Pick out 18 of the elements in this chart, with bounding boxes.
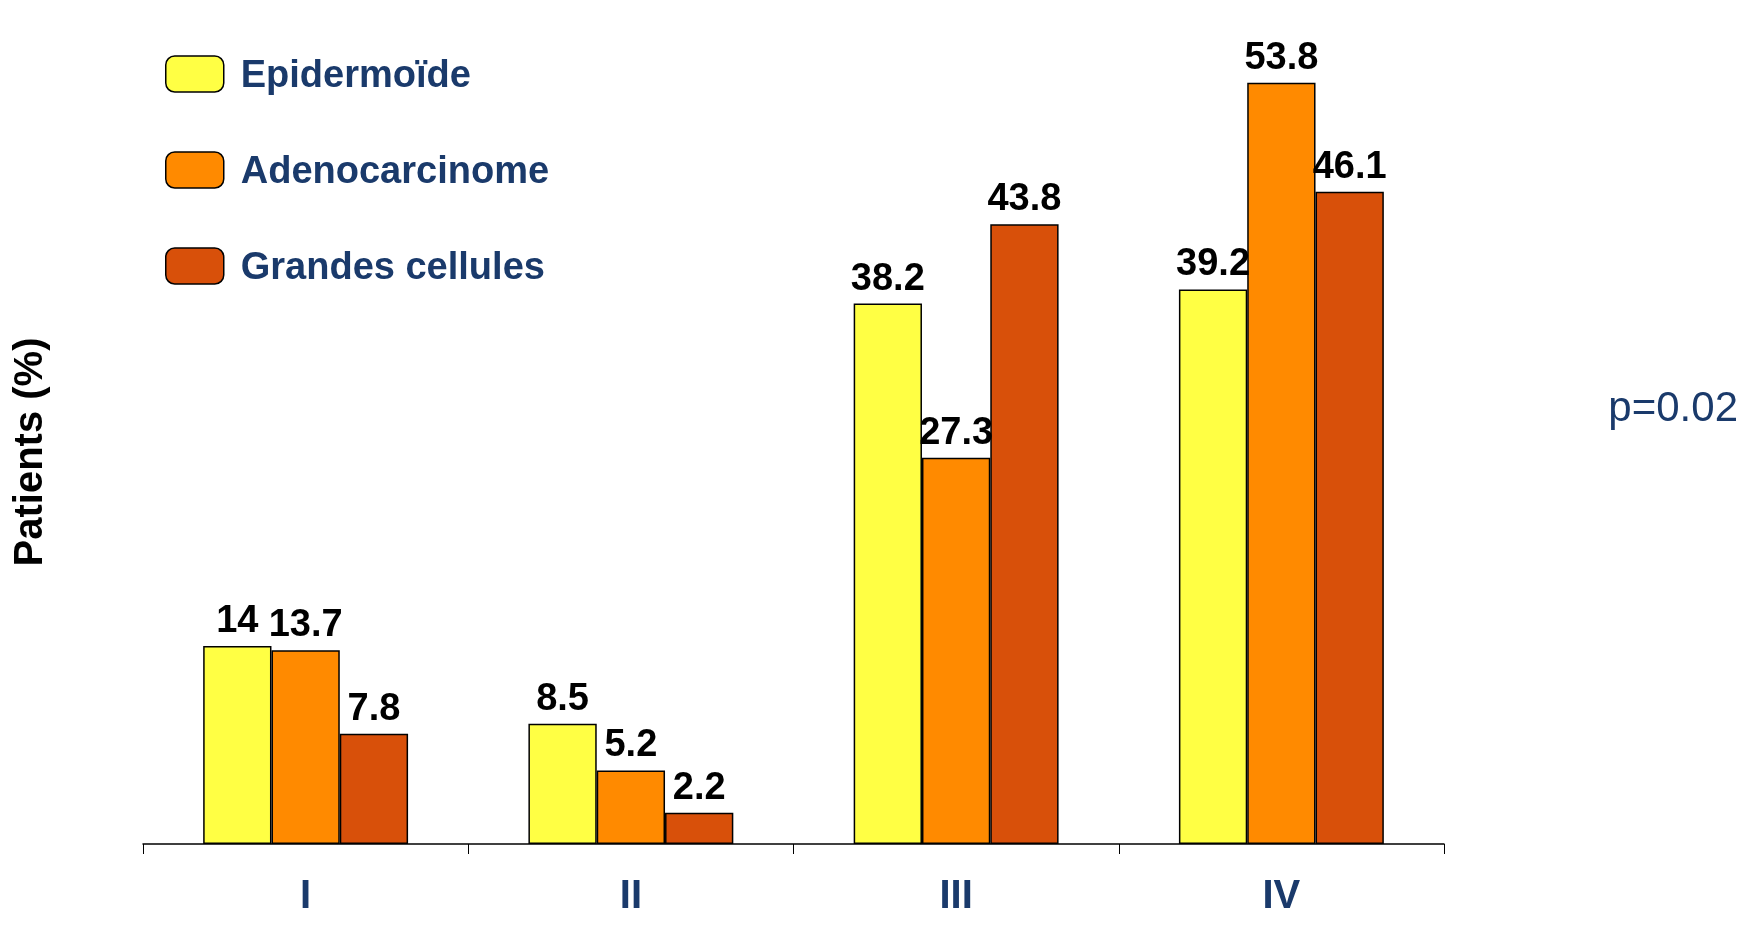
data-label: 8.5 bbox=[536, 675, 589, 718]
y-axis-title: Patients (%) bbox=[6, 337, 50, 567]
data-label: 5.2 bbox=[604, 722, 658, 765]
x-tick-label: IV bbox=[1262, 872, 1301, 916]
data-label: 13.7 bbox=[268, 602, 343, 645]
data-label: 2.2 bbox=[672, 764, 726, 807]
x-tick-label: II bbox=[619, 872, 642, 916]
data-label: 53.8 bbox=[1244, 34, 1319, 77]
data-label: 38.2 bbox=[850, 255, 925, 298]
x-tick-label: III bbox=[939, 872, 973, 916]
data-label: 7.8 bbox=[347, 685, 401, 728]
legend-label: Epidermoïde bbox=[240, 53, 471, 95]
legend-label: Grandes cellules bbox=[240, 245, 545, 287]
legend-label: Adenocarcinome bbox=[240, 149, 550, 191]
text: p=0.02 bbox=[1608, 382, 1739, 430]
x-tick-label: I bbox=[300, 872, 312, 916]
data-label: 43.8 bbox=[987, 176, 1062, 219]
data-label: 14 bbox=[216, 597, 259, 640]
